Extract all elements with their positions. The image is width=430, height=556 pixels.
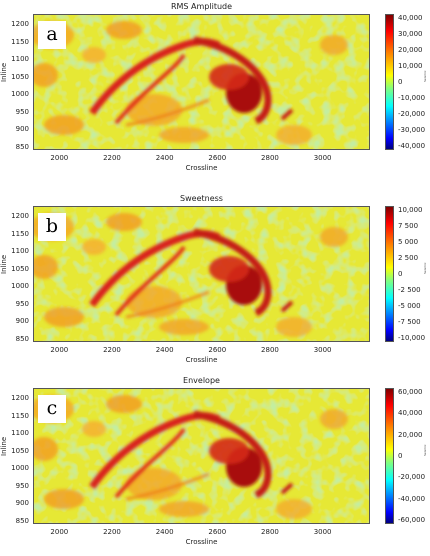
x-tick-label: 2800 [261,154,279,162]
y-tick-label: 850 [15,142,29,151]
heatmap-image [34,389,369,523]
panel-letter: a [38,21,66,49]
x-tick-label: 3000 [313,154,332,162]
colorbar-tick-label: -30,000 [398,126,426,134]
colorbar-tick-label: 0 [398,452,403,460]
x-tick-label: 2400 [155,528,174,536]
colorbar-tick-label: -20,000 [398,473,426,482]
colorbar-tick-label: 40,000 [398,409,423,418]
chart-panel: Envelope Inline 1200 1150 1100 1050 1000 950 900… [0,376,430,556]
y-tick-label: 1000 [11,282,29,291]
x-tick-label: 2400 [155,346,174,354]
colorbar-tick-label: 60,000 [398,388,423,396]
y-tick-label: 1150 [11,229,29,238]
colorbar-tick-label: 2 500 [398,254,419,262]
colorbar-tick-label: 30,000 [398,30,423,38]
structure-anomaly [89,36,294,127]
y-tick-label: 850 [15,334,29,343]
x-tick-label: 2000 [50,528,69,536]
x-tick-label: 2200 [103,346,121,354]
structure-anomaly [89,410,294,501]
heatmap-plot [33,388,370,524]
colorbar-tick-label: -2 500 [398,286,421,294]
x-tick-label: 2800 [261,346,279,354]
heatmap-plot [33,14,370,150]
x-tick-label: 2600 [208,154,227,162]
colorbar-tick-label: 0 [398,78,403,86]
colorbar-tick-label: 20,000 [398,46,423,54]
colorbar-tick-label: 20,000 [398,430,423,439]
colorbar-tick-label: -10,000 [398,334,426,342]
y-tick-label: 850 [15,516,29,525]
y-tick-label: 1100 [11,247,29,256]
chart-title: RMS Amplitude [170,2,233,11]
y-tick-label: 1050 [11,72,29,81]
chart-panel: Sweetness Inline 1200 1150 1100 1050 1000 950 90… [0,194,430,374]
chart-title: Envelope [183,376,220,385]
colorbar-tick-label: -60,000 [398,516,426,524]
heatmap-image [34,207,369,341]
chart-panel: RMS Amplitude Inline 1200 1150 1100 1050 1000 9… [0,2,430,182]
colorbar-label: Seismic [423,70,427,82]
x-tick-label: 2600 [208,346,227,354]
panel-letter: c [38,395,66,423]
colorbar [385,388,394,524]
x-axis-label: Crossline [185,538,218,546]
y-tick-label: 900 [15,125,29,134]
colorbar [385,14,394,150]
x-tick-label: 2000 [50,346,69,354]
amplitude-field [34,389,369,523]
chart-title: Sweetness [180,194,223,203]
y-tick-label: 1200 [11,394,29,403]
x-tick-label: 2800 [261,528,279,536]
x-tick-label: 2600 [208,528,227,536]
colorbar-label: Seismic [423,262,427,274]
y-tick-label: 900 [15,499,29,508]
x-axis-label: Crossline [185,356,218,364]
x-tick-label: 3000 [313,528,332,536]
colorbar-tick-label: 7 500 [398,222,419,230]
y-tick-label: 1100 [11,429,29,438]
colorbar-tick-label: -10,000 [398,94,426,102]
colorbar-tick-label: 10,000 [398,62,423,70]
y-tick-label: 1050 [11,446,29,455]
x-tick-label: 3000 [313,346,332,354]
colorbar-tick-label: -40,000 [398,142,426,150]
y-tick-label: 1000 [11,90,29,99]
y-tick-label: 1000 [11,464,29,473]
colorbar-tick-label: -40,000 [398,494,426,503]
y-tick-label: 1150 [11,411,29,420]
y-tick-label: 1200 [11,212,29,221]
colorbar-tick-label: 5 000 [398,238,419,246]
colorbar [385,206,394,342]
y-tick-label: 900 [15,317,29,326]
y-tick-label: 1150 [11,37,29,46]
heatmap-image [34,15,369,149]
y-tick-label: 950 [15,299,29,308]
heatmap-plot [33,206,370,342]
colorbar-tick-label: 0 [398,270,403,278]
x-tick-label: 2200 [103,528,121,536]
colorbar-tick-label: -20,000 [398,110,426,118]
colorbar-label: Seismic [423,444,427,456]
colorbar-tick-label: -5 000 [398,302,421,310]
y-tick-label: 1050 [11,264,29,273]
x-tick-label: 2200 [103,154,121,162]
structure-anomaly [89,228,294,319]
colorbar-tick-label: 10,000 [398,206,423,214]
colorbar-tick-label: 40,000 [398,14,423,22]
x-tick-label: 2000 [50,154,69,162]
colorbar-tick-label: -7 500 [398,318,421,326]
x-axis-label: Crossline [185,164,218,172]
y-tick-label: 950 [15,481,29,490]
y-tick-label: 1200 [11,20,29,29]
x-tick-label: 2400 [155,154,174,162]
y-tick-label: 1100 [11,55,29,64]
y-tick-label: 950 [15,107,29,116]
amplitude-field [34,207,369,341]
panel-letter: b [38,213,66,241]
amplitude-field [34,15,369,149]
